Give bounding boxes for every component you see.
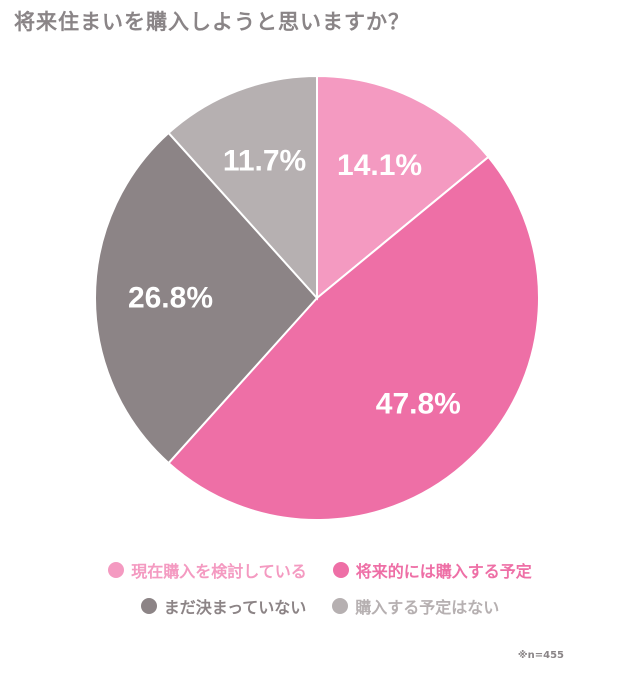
legend-swatch <box>108 562 125 578</box>
data-label-planning: 47.8% <box>376 387 461 420</box>
legend-swatch <box>140 598 157 614</box>
legend-label: まだ決まっていない <box>163 598 307 617</box>
legend-item-no-plan: 購入する予定はない <box>332 594 499 618</box>
pie-slice-no-plan <box>167 74 318 301</box>
legend-item-undecided: まだ決まっていない <box>140 594 307 618</box>
legend-swatch <box>332 562 349 578</box>
data-label-undecided: 26.8% <box>128 282 213 315</box>
data-label-considering: 14.1% <box>337 149 422 182</box>
legend-row-1: 現在購入を検討している 将来的には購入する予定 <box>0 558 640 582</box>
pie-slice-undecided <box>94 131 319 465</box>
legend-item-planning: 将来的には購入する予定 <box>332 558 532 582</box>
data-label-no-plan: 11.7% <box>223 145 306 178</box>
legend-item-considering: 現在購入を検討している <box>108 558 307 582</box>
pie-slice-considering <box>316 74 490 301</box>
pie-slice-planning <box>167 155 540 521</box>
legend: 現在購入を検討している 将来的には購入する予定 まだ決まっていない 購入する予定… <box>0 558 640 630</box>
legend-label: 購入する予定はない <box>355 598 500 617</box>
chart-title: 将来住まいを購入しようと思いますか？ <box>14 10 410 34</box>
sample-size-note: ※n=455 <box>517 650 564 661</box>
legend-label: 将来的には購入する予定 <box>355 562 532 581</box>
legend-row-2: まだ決まっていない 購入する予定はない <box>0 594 640 618</box>
legend-label: 現在購入を検討している <box>131 562 307 581</box>
legend-swatch <box>332 598 349 614</box>
